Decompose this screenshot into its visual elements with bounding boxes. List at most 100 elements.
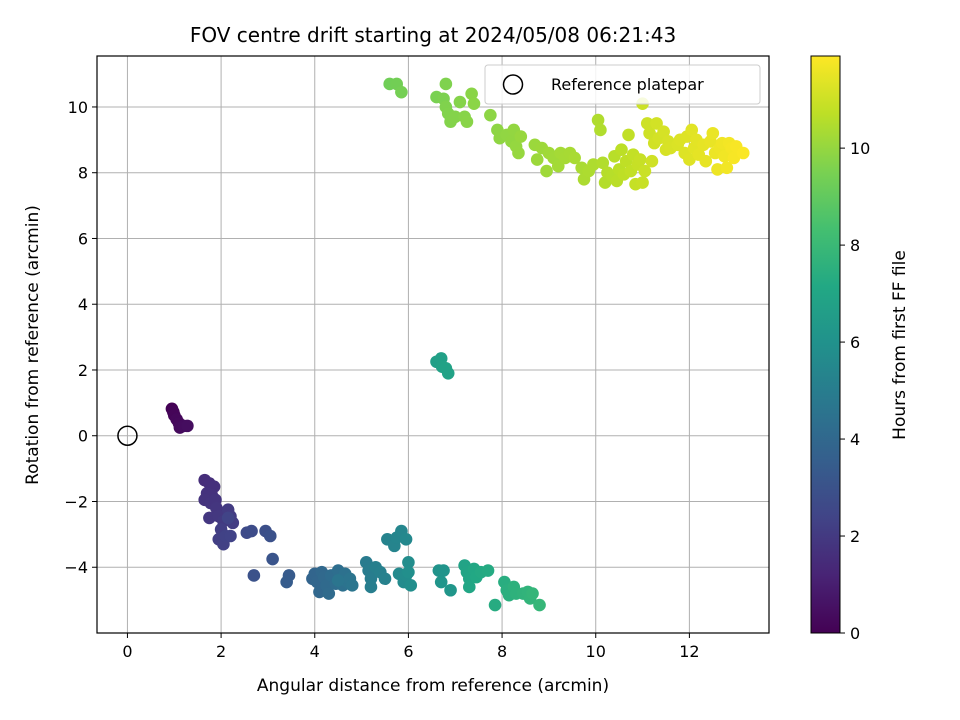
chart-title: FOV centre drift starting at 2024/05/08 … [190, 23, 676, 47]
scatter-point [706, 126, 720, 140]
scatter-point [221, 511, 235, 525]
scatter-point [481, 564, 495, 577]
scatter-point [683, 153, 696, 166]
colorbar-tick-label: 0 [850, 624, 860, 643]
scatter-point [615, 143, 628, 157]
scatter-point [203, 511, 216, 525]
plot-frame [96, 55, 770, 634]
reference-layer [117, 425, 138, 446]
legend-box [484, 64, 761, 105]
scatter-point [465, 87, 478, 101]
scatter-point [263, 529, 277, 543]
scatter-point [711, 163, 724, 176]
scatter-point [345, 579, 359, 592]
scatter-point [444, 583, 457, 597]
scatter-point [453, 95, 467, 109]
scatter-point [280, 575, 293, 589]
scatter-point [551, 159, 565, 173]
scatter-point [247, 569, 261, 582]
scatter-point [568, 151, 581, 165]
scatter-point [245, 524, 258, 538]
y-tick-label: −4 [64, 558, 88, 577]
colorbar-label: Hours from first FF file [890, 250, 910, 440]
scatter-point [395, 85, 408, 99]
scatter-point [181, 419, 194, 433]
scatter-point [657, 125, 670, 138]
x-axis-ticks: 0 2 4 6 8 10 12 [122, 633, 700, 661]
scatter-point [533, 598, 546, 612]
colorbar-ticks: 0 2 4 6 8 10 [840, 139, 870, 643]
scatter-point [224, 529, 237, 543]
scatter-point [685, 123, 699, 137]
scatter-point [640, 117, 654, 130]
scatter-point [441, 366, 455, 380]
scatter-point [434, 575, 448, 589]
scatter-point [439, 77, 453, 91]
scatter-point [404, 579, 418, 592]
scatter-point [512, 146, 525, 160]
scatter-point [622, 128, 635, 142]
colorbar-gradient [810, 55, 841, 634]
scatter-point [331, 574, 345, 587]
colorbar-tick-label: 2 [850, 527, 860, 546]
reference-point [117, 425, 138, 446]
scatter-point [484, 108, 497, 122]
legend: Reference platepar [484, 64, 761, 105]
scatter-point [645, 154, 659, 168]
scatter-points [165, 77, 750, 612]
y-tick-label: 6 [78, 229, 88, 248]
x-tick-label: 8 [497, 642, 507, 661]
scatter-point [540, 164, 553, 178]
scatter-point [402, 556, 415, 569]
y-axis-ticks: −4 −2 0 2 4 6 8 10 [64, 98, 97, 577]
y-tick-label: 8 [78, 164, 88, 183]
scatter-point [720, 161, 734, 175]
x-axis-label: Angular distance from reference (arcmin) [257, 676, 609, 696]
scatter-point [448, 110, 462, 124]
scatter-point [488, 598, 502, 612]
plot-area [97, 56, 769, 633]
x-tick-label: 2 [216, 642, 226, 661]
scatter-point [266, 552, 279, 566]
legend-marker [502, 74, 524, 95]
scatter-point [633, 153, 647, 166]
scatter-point [460, 115, 474, 129]
scatter-point [596, 156, 610, 170]
scatter-point [699, 154, 713, 168]
y-axis-label: Rotation from reference (arcmin) [23, 205, 43, 485]
x-tick-label: 0 [122, 642, 132, 661]
scatter-point [736, 146, 750, 160]
scatter-point [322, 587, 336, 600]
scatter-point [514, 130, 528, 143]
scatter-point [462, 580, 476, 594]
y-tick-label: 4 [78, 295, 88, 314]
x-tick-label: 12 [679, 642, 699, 661]
scatter-point [727, 151, 741, 165]
colorbar-tick-label: 10 [850, 139, 870, 158]
colorbar: 0 2 4 6 8 10 Hours from first FF file [810, 55, 910, 643]
scatter-point [650, 117, 663, 130]
x-tick-label: 4 [310, 642, 320, 661]
scatter-point [399, 532, 413, 546]
scatter-point [526, 587, 539, 600]
scatter-point [402, 565, 415, 579]
scatter-point [437, 564, 450, 577]
scatter-point [530, 153, 544, 166]
colorbar-tick-label: 4 [850, 430, 860, 449]
x-tick-label: 6 [403, 642, 413, 661]
scatter-point [591, 113, 605, 127]
scatter-point [378, 572, 392, 586]
scatter-point [643, 126, 656, 140]
scatter-point [467, 97, 481, 110]
y-tick-label: 0 [78, 427, 88, 446]
y-tick-label: 10 [68, 98, 88, 117]
scatter-point [587, 158, 600, 171]
scatter-point [636, 176, 649, 189]
scatter-point [594, 123, 607, 137]
legend-label: Reference platepar [551, 75, 704, 94]
y-tick-label: 2 [78, 361, 88, 380]
scatter-point [638, 164, 652, 178]
y-tick-label: −2 [64, 492, 88, 511]
colorbar-tick-label: 8 [850, 236, 860, 255]
